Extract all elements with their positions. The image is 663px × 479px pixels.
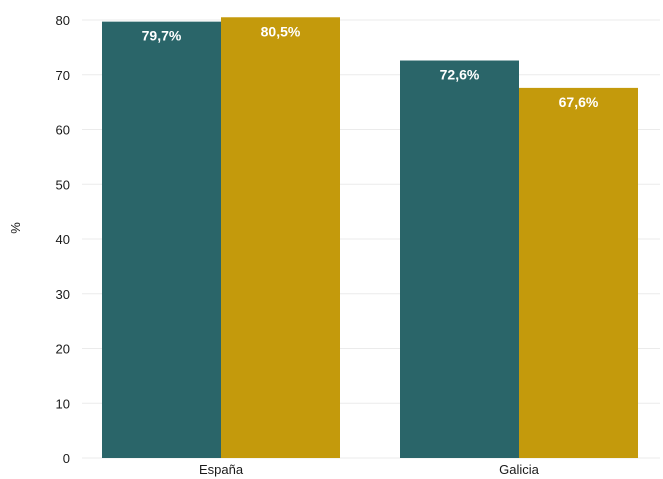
y-tick-label: 50: [56, 177, 70, 192]
x-tick-label: España: [199, 462, 244, 477]
bar: [221, 17, 340, 458]
data-label: 79,7%: [142, 28, 182, 44]
x-tick-label: Galicia: [499, 462, 540, 477]
bar: [400, 60, 519, 458]
y-tick-label: 80: [56, 13, 70, 28]
y-tick-label: 0: [63, 451, 70, 466]
data-labels: 79,7% 72,6% 80,5% 67,6%: [142, 23, 599, 110]
y-axis-title: %: [8, 222, 23, 234]
data-label: 67,6%: [559, 94, 599, 110]
y-tick-label: 20: [56, 342, 70, 357]
y-tick-label: 60: [56, 123, 70, 138]
y-tick-label: 10: [56, 396, 70, 411]
bar: [519, 87, 638, 458]
data-label: 80,5%: [261, 23, 301, 39]
data-label: 72,6%: [440, 67, 480, 83]
y-tick-label: 70: [56, 68, 70, 83]
bar: [102, 21, 221, 459]
x-axis-tick-labels: España Galicia: [199, 462, 540, 477]
bars: [102, 17, 638, 459]
y-tick-label: 40: [56, 232, 70, 247]
y-axis-tick-labels: 0 10 20 30 40 50 60 70 80: [56, 13, 70, 466]
y-tick-label: 30: [56, 287, 70, 302]
